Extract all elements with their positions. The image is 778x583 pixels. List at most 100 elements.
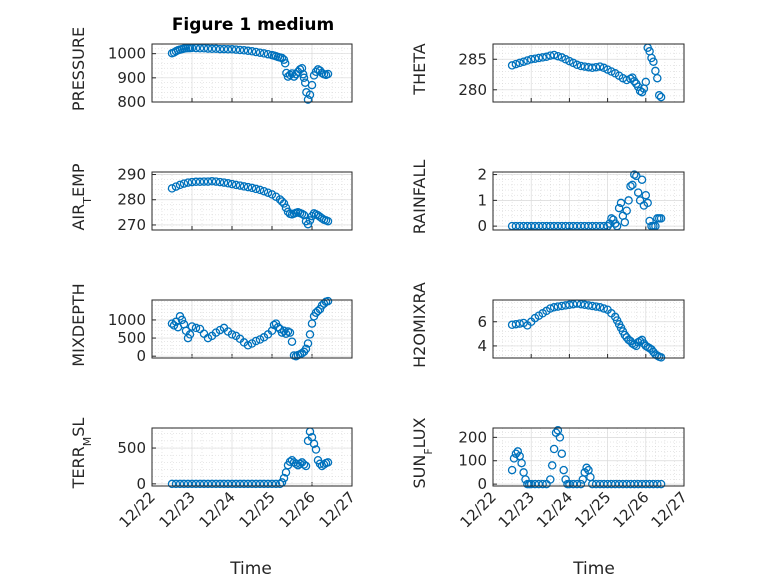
data-point [628, 180, 637, 190]
data-point [215, 479, 225, 489]
data-point [203, 44, 213, 53]
data-point [263, 188, 273, 197]
data-point [223, 479, 233, 489]
y-tick-label: 6 [477, 313, 487, 331]
axes-frame [151, 43, 353, 103]
data-point [507, 61, 517, 70]
data-point [298, 69, 308, 79]
data-point [630, 76, 639, 86]
data-point [311, 67, 321, 77]
data-point [255, 185, 265, 195]
data-point [199, 44, 209, 53]
data-point [547, 461, 557, 470]
data-point [595, 62, 605, 71]
data-point [211, 479, 221, 489]
subplot-sun-flux: 0 100 200 SUNFLUX 12/2212/2312/2412/2512/261… [410, 417, 691, 531]
data-point [171, 479, 181, 489]
data-point [203, 177, 213, 186]
data-point [195, 44, 205, 53]
data-point [507, 465, 517, 475]
data-point [549, 50, 559, 60]
y-tick-label: 285 [458, 50, 487, 68]
data-point [239, 46, 249, 55]
data-point [207, 479, 217, 489]
data-point [616, 198, 626, 208]
data-point [319, 460, 329, 469]
x-tick-label: 12/22 [116, 488, 159, 531]
data-point [323, 458, 333, 467]
data-point [546, 475, 555, 484]
data-point [281, 329, 291, 338]
data-point [207, 44, 217, 54]
data-point [517, 458, 526, 468]
data-point [311, 445, 321, 454]
data-point [279, 199, 289, 208]
data-point [546, 304, 555, 313]
data-point [167, 184, 177, 193]
x-tick-label: 12/23 [156, 488, 199, 531]
data-point [280, 59, 290, 68]
data-point [599, 304, 609, 313]
data-point [179, 179, 189, 188]
data-point [255, 479, 265, 489]
data-point [199, 177, 209, 186]
plot-area [151, 427, 353, 487]
data-point [649, 57, 658, 66]
y-tick-label: 200 [458, 428, 487, 446]
axes-frame [151, 427, 353, 487]
data-point [519, 57, 528, 66]
data-point [609, 215, 618, 224]
data-point [171, 317, 181, 327]
data-point [654, 91, 664, 100]
data-point [534, 53, 544, 63]
data-point [323, 216, 333, 226]
data-point [187, 479, 197, 489]
data-point [219, 479, 229, 489]
data-point [185, 330, 195, 339]
data-point [549, 444, 559, 454]
data-point [195, 479, 205, 489]
data-point [523, 56, 532, 65]
data-point [595, 303, 605, 312]
data-point [199, 479, 209, 489]
data-point [231, 180, 241, 190]
data-point [273, 322, 283, 332]
x-tick-label: 12/26 [609, 488, 652, 531]
data-point [656, 92, 666, 102]
data-point [251, 336, 261, 346]
axes-frame [151, 171, 353, 231]
data-point [307, 80, 317, 90]
y-axis-label: RAINFALL [410, 160, 429, 235]
data-point [287, 337, 297, 346]
subplot-h2omixra: 4 6 H2OMIXRA [410, 282, 685, 368]
data-point [588, 63, 597, 73]
subplot-theta: 280 285 THETA [410, 43, 685, 103]
data-point [555, 433, 565, 442]
y-axis-label: H2OMIXRA [410, 282, 429, 368]
data-point [187, 322, 197, 331]
data-point [641, 77, 651, 87]
data-point [211, 44, 221, 54]
y-axis-label: MIXDEPTH [69, 283, 88, 366]
y-axis-label: AIRTEMP [69, 163, 94, 230]
y-tick-label: 0 [477, 217, 487, 235]
y-axis-label: THETA [410, 43, 429, 95]
data-point [191, 177, 201, 187]
subplot-rainfall: 0 1 2 RAINFALL [410, 160, 685, 235]
data-point [285, 70, 295, 80]
data-point [177, 315, 187, 325]
data-point [626, 181, 635, 191]
data-point [591, 302, 601, 311]
y-tick-label: 100 [458, 452, 487, 470]
x-axis-label-right: Time [572, 559, 615, 579]
data-point [279, 55, 289, 64]
data-point [538, 479, 547, 489]
x-tick-label: 12/24 [533, 488, 576, 531]
data-point [231, 45, 241, 54]
data-point [223, 45, 233, 54]
data-point [622, 206, 631, 215]
x-tick-label: 12/27 [648, 488, 691, 531]
y-tick-label: 0 [136, 347, 146, 365]
